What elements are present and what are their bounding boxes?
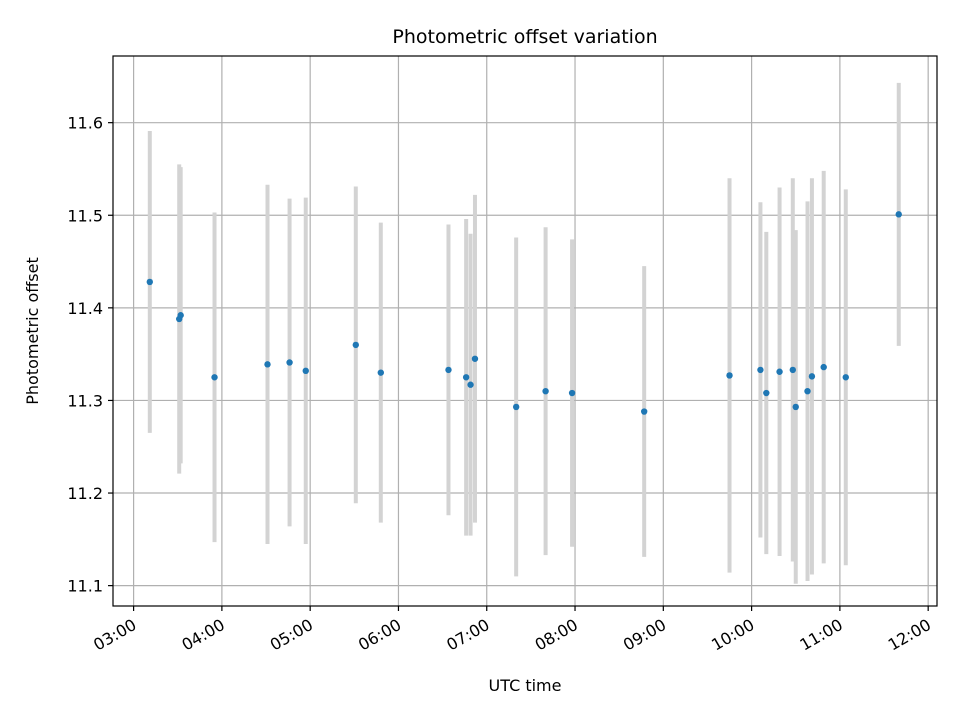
- data-point: [820, 363, 827, 371]
- y-tick-label: 11.4: [67, 299, 103, 318]
- data-point: [542, 387, 549, 395]
- y-axis-label: Photometric offset: [23, 257, 42, 405]
- data-point: [352, 341, 359, 349]
- data-point: [445, 366, 452, 374]
- data-point: [512, 403, 520, 411]
- data-point: [804, 387, 811, 395]
- data-point: [146, 278, 153, 286]
- plot-frame: [112, 55, 938, 607]
- grid: [113, 56, 937, 606]
- data-point: [302, 367, 309, 375]
- data-point: [377, 369, 384, 376]
- x-axis-label: UTC time: [489, 676, 562, 695]
- data-points: [146, 211, 902, 415]
- data-point: [568, 389, 576, 397]
- y-tick-label: 11.6: [67, 114, 103, 133]
- data-point: [776, 368, 783, 375]
- chart-title: Photometric offset variation: [392, 26, 657, 48]
- y-tick-label: 11.5: [67, 206, 103, 225]
- y-axis-ticks: 11.1 11.2 11.3 11.4 11.5 11.6: [67, 114, 113, 596]
- data-point: [286, 359, 293, 366]
- data-point: [895, 211, 902, 218]
- data-point: [726, 372, 733, 379]
- data-point: [462, 374, 470, 381]
- data-point: [211, 374, 218, 381]
- data-point: [640, 408, 648, 415]
- data-point: [763, 389, 770, 397]
- y-tick-label: 11.3: [67, 391, 103, 410]
- data-point: [467, 381, 474, 388]
- data-point: [792, 403, 799, 411]
- data-point: [808, 373, 816, 380]
- data-point: [842, 374, 849, 381]
- data-point: [264, 361, 271, 368]
- y-tick-label: 11.2: [67, 484, 103, 503]
- data-point: [789, 366, 796, 374]
- data-point: [471, 355, 479, 362]
- data-point: [177, 312, 184, 319]
- data-point: [757, 366, 764, 374]
- y-tick-label: 11.1: [67, 577, 103, 596]
